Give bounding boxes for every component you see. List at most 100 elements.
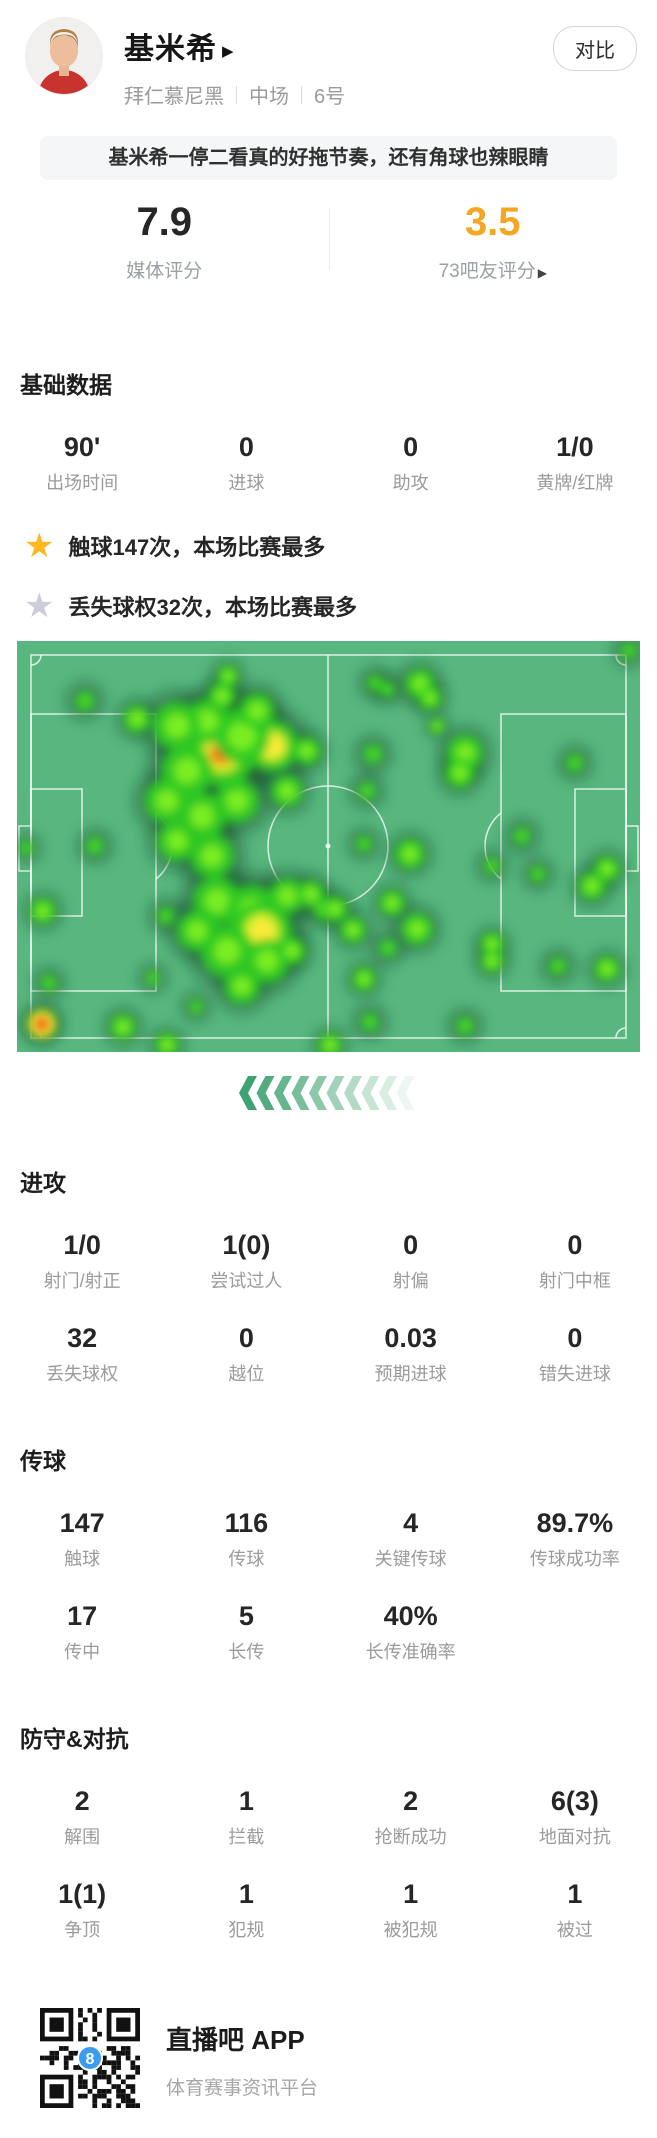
stat-value: 40% bbox=[329, 1601, 493, 1631]
stat-cell: 40% 长传准确率 bbox=[329, 1601, 493, 1664]
highlight-text: 触球147次，本场比赛最多 bbox=[68, 530, 325, 562]
compare-button[interactable]: 对比 bbox=[553, 26, 637, 71]
stat-cell: 1(1)争顶 bbox=[0, 1879, 164, 1942]
stat-label: 射偏 bbox=[329, 1267, 493, 1293]
stat-value: 0 bbox=[164, 1323, 328, 1353]
stat-cell: 90' 出场时间 bbox=[0, 432, 164, 495]
app-footer: 8 直播吧 APP 体育赛事资讯平台 bbox=[40, 2008, 657, 2138]
media-rating: 7.9 媒体评分 bbox=[0, 200, 329, 296]
stat-value: 1 bbox=[329, 1879, 493, 1909]
stat-cell: 116 传球 bbox=[164, 1508, 328, 1571]
stat-value: 5 bbox=[164, 1601, 328, 1631]
section-title-defense: 防守&对抗 bbox=[20, 1720, 657, 1754]
stat-label: 被犯规 bbox=[329, 1916, 493, 1942]
stat-label: 射门中框 bbox=[493, 1267, 657, 1293]
stat-cell: 0 越位 bbox=[164, 1323, 328, 1386]
stat-cell: 1 犯规 bbox=[164, 1879, 328, 1942]
divider bbox=[236, 86, 237, 104]
ratings-row: 7.9 媒体评分 3.5 73吧友评分▶ bbox=[0, 200, 657, 296]
stat-cell: 5 长传 bbox=[164, 1601, 328, 1664]
stat-label: 进球 bbox=[164, 469, 328, 495]
stat-value: 1(0) bbox=[164, 1230, 328, 1260]
stat-value: 89.7% bbox=[493, 1508, 657, 1538]
stat-value: 6(3) bbox=[493, 1786, 657, 1816]
stat-value: 90' bbox=[0, 432, 164, 462]
player-position: 中场 bbox=[249, 80, 289, 109]
stat-value: 116 bbox=[164, 1508, 328, 1538]
fans-rating: 3.5 73吧友评分▶ bbox=[329, 200, 657, 296]
stat-label: 传中 bbox=[0, 1638, 164, 1664]
stat-label: 长传 bbox=[164, 1638, 328, 1664]
stat-label: 被过 bbox=[493, 1916, 657, 1942]
avatar-image bbox=[26, 18, 102, 94]
highlight-row: ★ 触球147次，本场比赛最多 bbox=[0, 529, 657, 563]
stat-value: 0 bbox=[329, 1230, 493, 1260]
stat-value: 0 bbox=[493, 1323, 657, 1353]
touch-heatmap bbox=[17, 641, 640, 1052]
app-name: 直播吧 APP bbox=[166, 2020, 318, 2057]
stat-cell: 1 被犯规 bbox=[329, 1879, 493, 1942]
player-header: 基米希▶ 拜仁慕尼黑 中场 6号 对比 bbox=[0, 0, 657, 110]
stat-cell: 0 助攻 bbox=[329, 432, 493, 495]
stat-label: 丢失球权 bbox=[0, 1360, 164, 1386]
stat-value: 1 bbox=[164, 1786, 328, 1816]
stat-value: 147 bbox=[0, 1508, 164, 1538]
stat-value: 0.03 bbox=[329, 1323, 493, 1353]
stat-cell: 0 射偏 bbox=[329, 1230, 493, 1293]
stat-value: 1(1) bbox=[0, 1879, 164, 1909]
player-number: 6号 bbox=[314, 80, 345, 109]
section-title-attack: 进攻 bbox=[20, 1164, 657, 1198]
stat-label: 地面对抗 bbox=[493, 1823, 657, 1849]
stat-label: 犯规 bbox=[164, 1916, 328, 1942]
stat-value: 0 bbox=[493, 1230, 657, 1260]
stat-label: 长传准确率 bbox=[329, 1638, 493, 1664]
divider bbox=[301, 86, 302, 104]
qr-code-svg: 8 bbox=[40, 2008, 140, 2108]
fans-rating-label[interactable]: 73吧友评分▶ bbox=[329, 256, 657, 283]
stat-value: 32 bbox=[0, 1323, 164, 1353]
media-rating-value: 7.9 bbox=[0, 200, 329, 244]
comment-banner: 基米希一停二看真的好拖节奏，还有角球也辣眼睛 bbox=[40, 136, 617, 180]
fans-rating-label-text: 73吧友评分 bbox=[439, 261, 536, 282]
stat-label: 错失进球 bbox=[493, 1360, 657, 1386]
stat-cell bbox=[493, 1601, 657, 1664]
gold-star-icon: ★ bbox=[24, 529, 54, 563]
qr-code: 8 bbox=[40, 2008, 140, 2108]
stat-value: 0 bbox=[329, 432, 493, 462]
stat-label: 助攻 bbox=[329, 469, 493, 495]
stat-cell: 1 拦截 bbox=[164, 1786, 328, 1849]
stat-cell: 1(0)尝试过人 bbox=[164, 1230, 328, 1293]
stat-value: 0 bbox=[164, 432, 328, 462]
stat-label: 射门/射正 bbox=[0, 1267, 164, 1293]
stat-label: 传球 bbox=[164, 1545, 328, 1571]
stat-cell: 89.7%传球成功率 bbox=[493, 1508, 657, 1571]
stat-label: 关键传球 bbox=[329, 1545, 493, 1571]
divider bbox=[329, 208, 330, 270]
stat-label: 出场时间 bbox=[0, 469, 164, 495]
player-avatar bbox=[26, 18, 102, 94]
stat-label: 越位 bbox=[164, 1360, 328, 1386]
stat-cell: 0 错失进球 bbox=[493, 1323, 657, 1386]
media-rating-label: 媒体评分 bbox=[0, 256, 329, 283]
stat-cell: 0 进球 bbox=[164, 432, 328, 495]
player-name-text: 基米希 bbox=[124, 24, 217, 68]
pitch-heatmap-svg bbox=[17, 641, 640, 1052]
highlight-row: ★ 丢失球权32次，本场比赛最多 bbox=[0, 589, 657, 623]
stat-value: 1 bbox=[164, 1879, 328, 1909]
stat-label: 抢断成功 bbox=[329, 1823, 493, 1849]
stat-label: 触球 bbox=[0, 1545, 164, 1571]
section-title-basic: 基础数据 bbox=[20, 366, 657, 400]
app-tagline: 体育赛事资讯平台 bbox=[166, 2073, 318, 2100]
stat-label: 黄牌/红牌 bbox=[493, 469, 657, 495]
stat-cell: 147 触球 bbox=[0, 1508, 164, 1571]
stat-label: 拦截 bbox=[164, 1823, 328, 1849]
